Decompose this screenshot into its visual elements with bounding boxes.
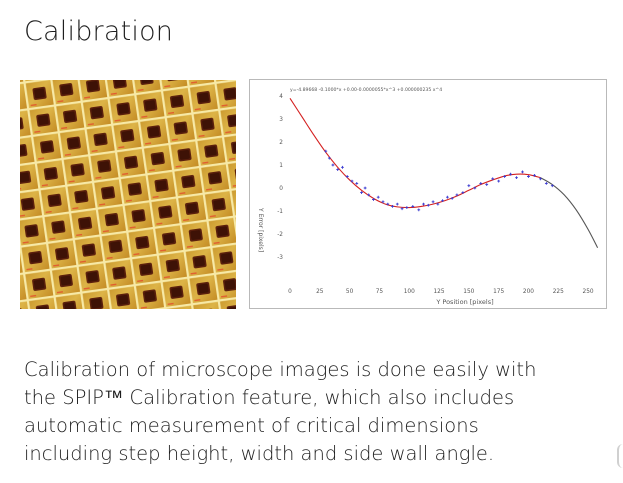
description-line-2: the SPIP™ Calibration feature, which als… [24,386,515,409]
y-tick-label: 0 [279,186,283,192]
x-tick-label: 225 [553,289,564,295]
calibration-chart: y=-4.89668 -0.1000*x +0.00-0.0000055*x^3… [249,79,607,309]
chart-x-axis-label: Y Position [pixels] [435,298,493,306]
x-tick-label: 175 [493,289,504,295]
data-point [455,193,459,197]
data-point [411,205,415,208]
data-point [515,176,518,180]
x-tick-label: 250 [583,289,594,295]
data-point [450,196,454,200]
data-point [363,186,367,190]
data-point [509,172,512,176]
x-tick-label: 50 [346,289,354,295]
y-tick-label: 3 [279,117,283,123]
data-point [491,177,495,181]
data-point [441,199,445,203]
data-point [417,208,421,212]
data-point [345,175,349,178]
data-point [497,179,501,183]
data-point [376,195,380,199]
data-point [336,168,340,171]
x-tick-label: 150 [463,289,474,295]
x-tick-label: 0 [288,289,292,295]
description-line-3: automatic measurement of critical dimens… [24,414,479,437]
x-tick-label: 200 [523,289,534,295]
data-point [527,175,530,178]
edge-handle [617,444,623,468]
data-point [327,156,331,160]
data-point [400,207,404,211]
data-point [431,200,435,204]
chart-y-axis-label: Y Error [pixels] [257,207,264,252]
data-point [538,177,542,181]
data-point [405,206,409,209]
description-line-4: including step height, width and side wa… [24,442,495,465]
data-point [436,202,440,206]
x-tick-label: 25 [316,289,324,295]
description-paragraph: Calibration of microscope images is done… [24,356,609,468]
description-line-1: Calibration of microscope images is done… [24,358,537,381]
data-point [461,191,465,194]
calibration-grid-image [20,80,236,309]
data-point [467,184,471,188]
chart-equation: y=-4.89668 -0.1000*x +0.00-0.0000055*x^3… [290,87,442,93]
fit-curve [289,98,541,209]
data-point [372,198,375,201]
data-point [521,170,524,174]
data-point [479,182,483,185]
data-point [341,165,344,169]
data-point [485,183,489,186]
data-point [503,175,507,178]
data-point [422,202,425,206]
data-point [367,193,371,197]
data-point [355,182,359,185]
data-point [381,200,385,204]
data-point [386,202,390,206]
data-point [544,182,548,185]
data-point [360,191,363,194]
data-point [331,163,335,167]
data-point [550,184,554,188]
y-tick-label: 2 [279,140,283,146]
y-tick-label: -2 [277,232,283,238]
data-point [324,149,328,153]
data-point [391,205,394,208]
x-tick-label: 75 [376,289,384,295]
x-tick-label: 100 [404,289,415,295]
data-point [350,179,354,183]
data-point [395,202,399,206]
data-point [445,195,449,199]
x-tick-label: 125 [433,289,444,295]
y-tick-label: 4 [279,94,283,100]
data-point [473,186,477,190]
data-point [533,173,536,177]
fit-curve-extension [540,177,599,249]
page-title: Calibration [24,16,174,47]
y-tick-label: -3 [277,255,283,261]
data-point [426,203,430,207]
y-tick-label: -1 [277,209,283,215]
y-tick-label: 1 [279,163,283,169]
